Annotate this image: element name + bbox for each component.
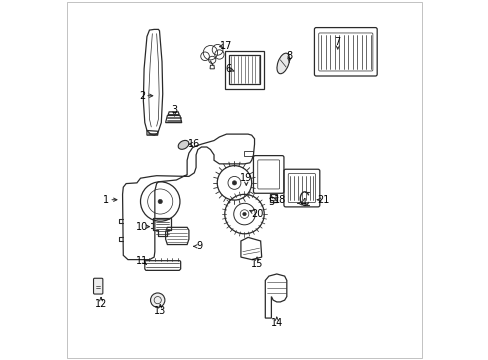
Text: 6: 6: [225, 64, 231, 74]
Text: 4: 4: [300, 198, 306, 208]
Circle shape: [158, 199, 162, 204]
Text: 13: 13: [154, 306, 166, 316]
Text: 5: 5: [268, 197, 274, 207]
Text: 16: 16: [188, 139, 200, 149]
Text: 1: 1: [103, 195, 109, 205]
Circle shape: [242, 212, 246, 216]
Text: 17: 17: [220, 41, 232, 50]
Circle shape: [232, 181, 236, 185]
Text: 7: 7: [334, 37, 340, 47]
Text: 12: 12: [95, 299, 107, 309]
Ellipse shape: [178, 140, 188, 149]
Text: 18: 18: [274, 195, 286, 205]
Text: 21: 21: [317, 195, 329, 205]
FancyBboxPatch shape: [93, 278, 102, 294]
Circle shape: [150, 293, 164, 307]
Text: 8: 8: [285, 51, 292, 61]
Text: 20: 20: [250, 209, 263, 219]
Text: 19: 19: [240, 173, 252, 183]
Ellipse shape: [276, 53, 289, 74]
Text: 3: 3: [171, 105, 177, 115]
Text: 9: 9: [196, 241, 203, 251]
Text: 14: 14: [270, 319, 283, 328]
Text: 15: 15: [250, 259, 263, 269]
Text: 11: 11: [136, 256, 148, 266]
Text: 10: 10: [136, 222, 148, 231]
Text: 2: 2: [139, 91, 145, 101]
